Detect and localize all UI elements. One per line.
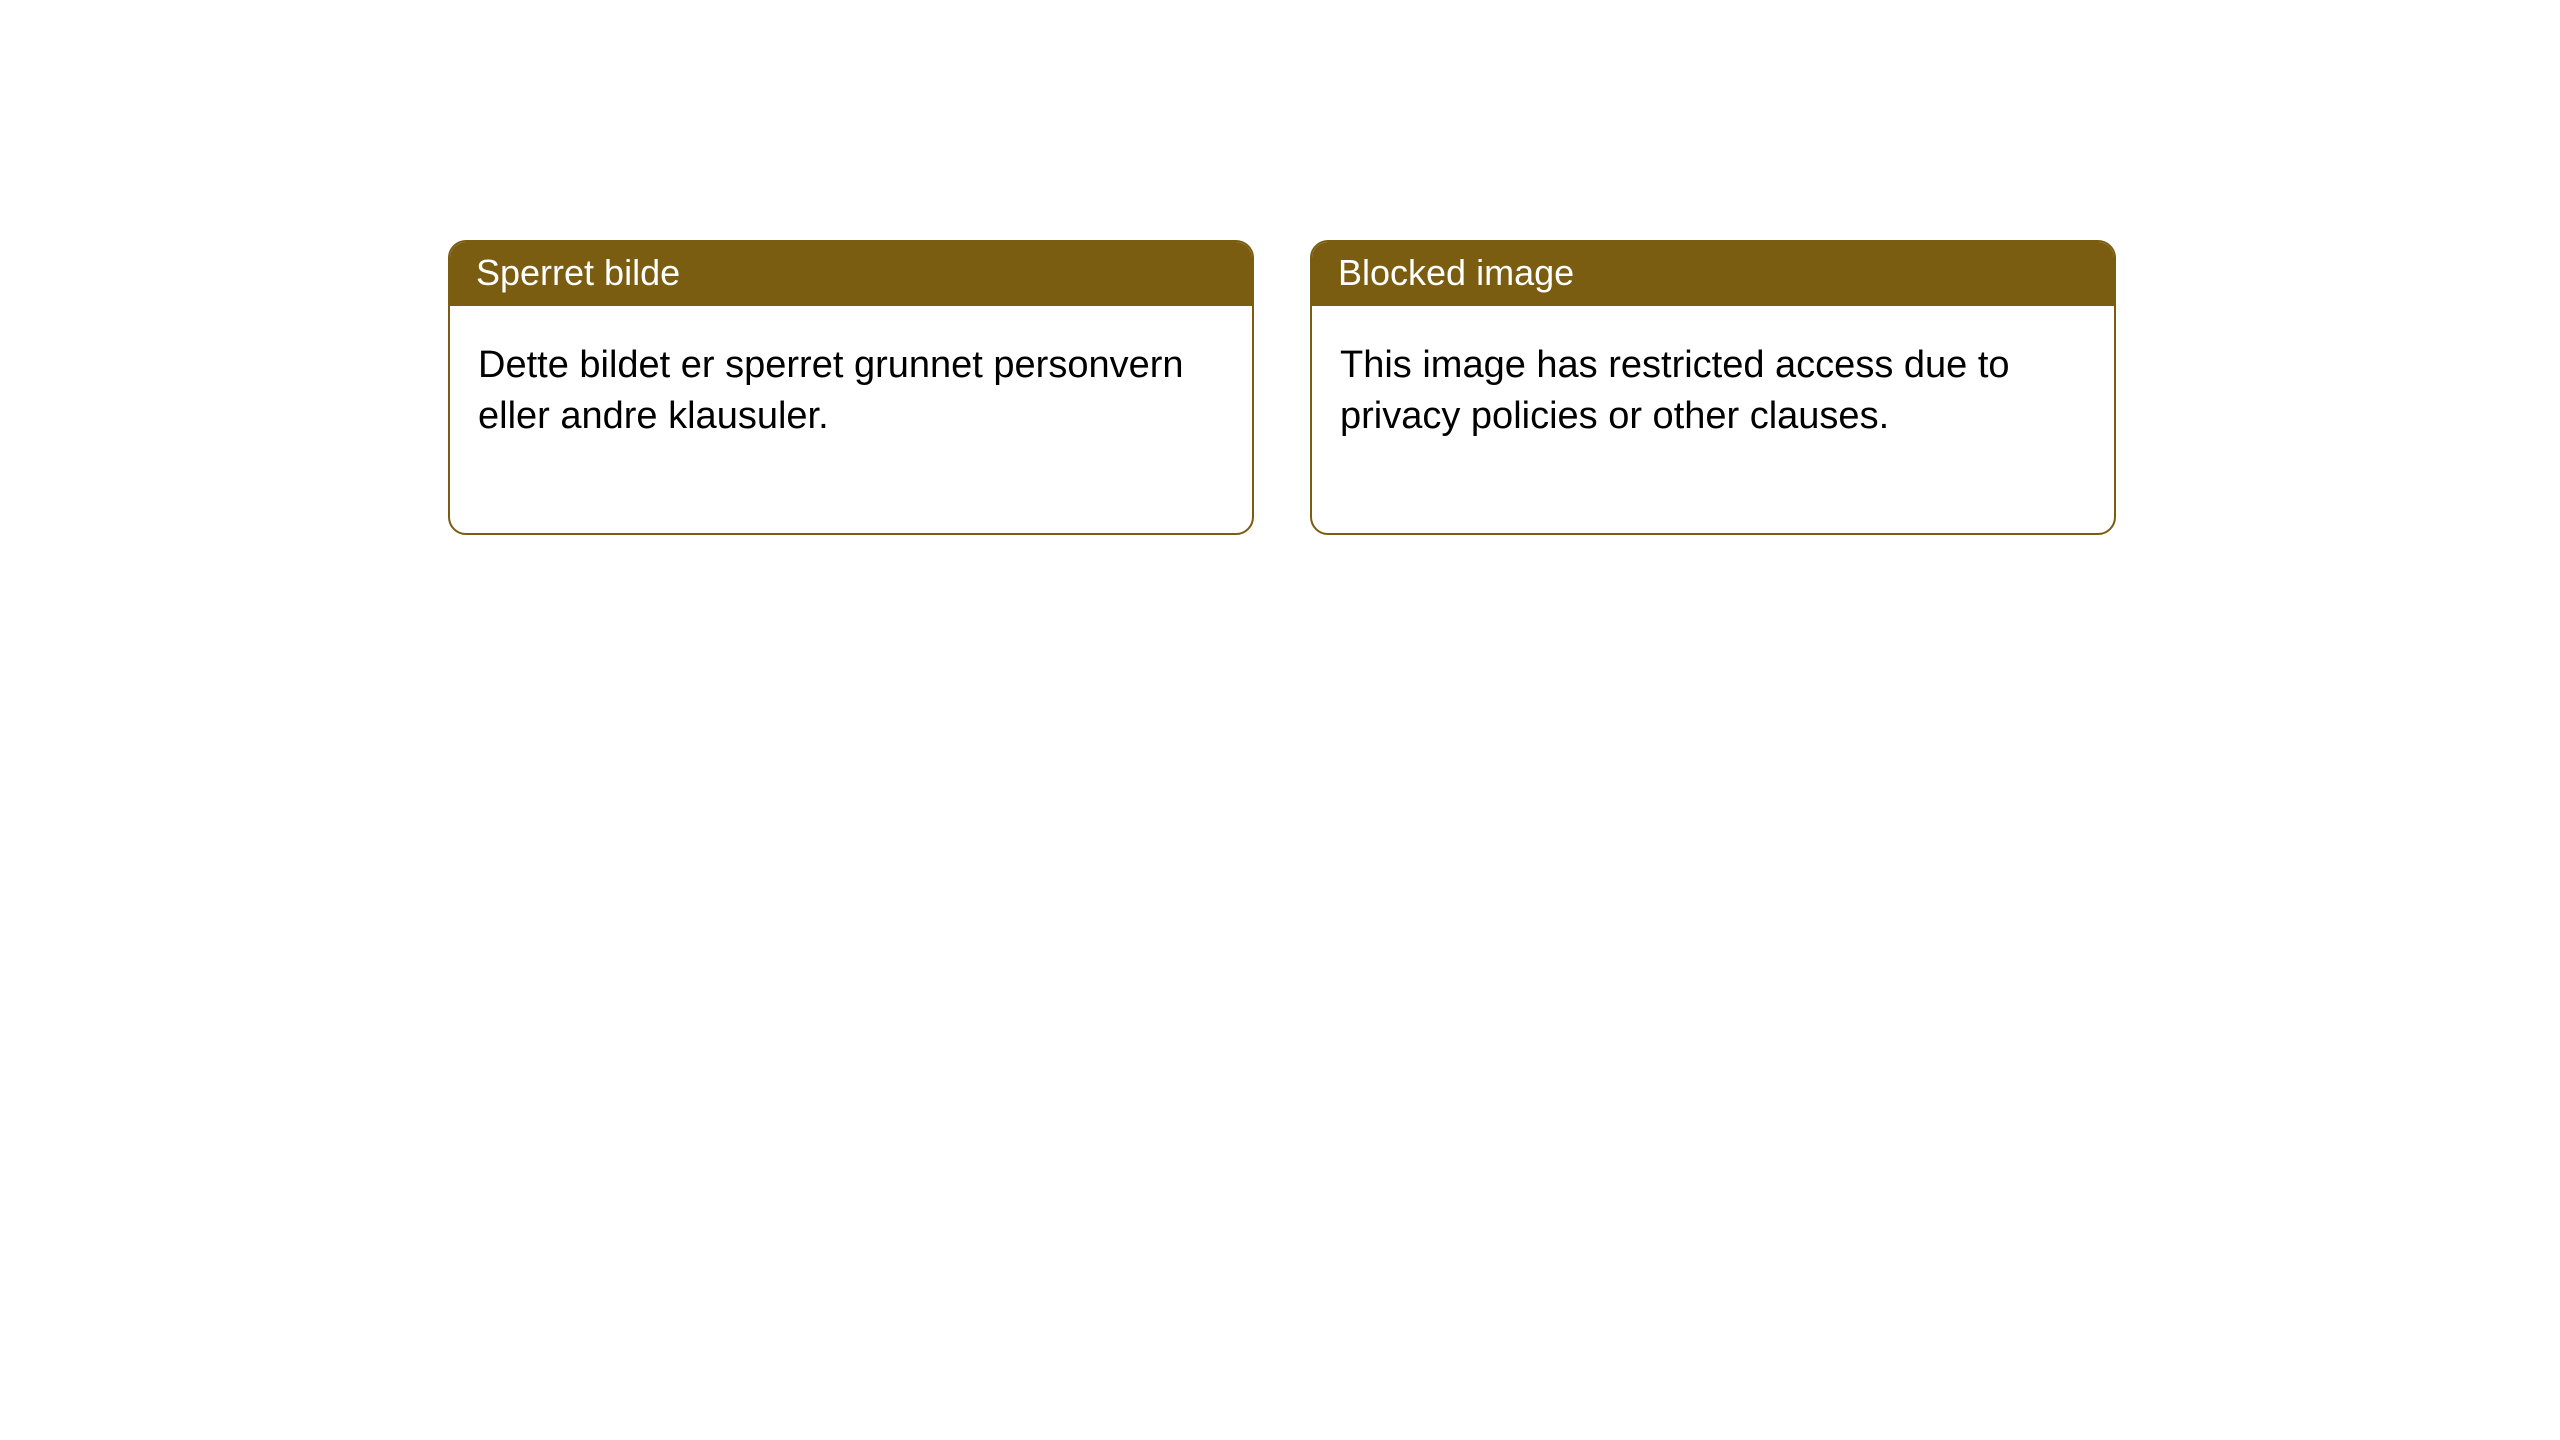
notice-card-norwegian: Sperret bilde Dette bildet er sperret gr…	[448, 240, 1254, 535]
notice-header: Blocked image	[1312, 242, 2114, 306]
notice-header: Sperret bilde	[450, 242, 1252, 306]
notice-container: Sperret bilde Dette bildet er sperret gr…	[0, 0, 2560, 535]
notice-card-english: Blocked image This image has restricted …	[1310, 240, 2116, 535]
notice-body: Dette bildet er sperret grunnet personve…	[450, 306, 1252, 533]
notice-body: This image has restricted access due to …	[1312, 306, 2114, 533]
